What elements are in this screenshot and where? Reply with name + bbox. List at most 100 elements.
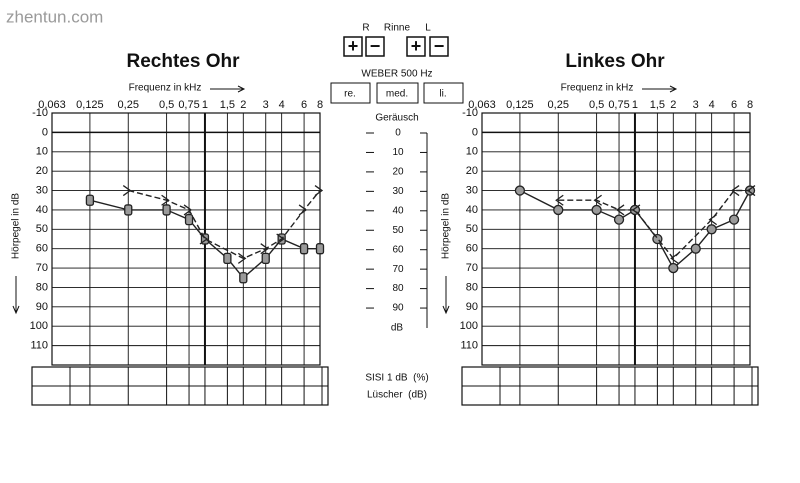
noise-tick-label: 40 (392, 205, 404, 216)
rinne-button[interactable]: + (348, 36, 359, 56)
y-tick-label: 20 (466, 165, 478, 177)
marker (298, 204, 308, 216)
y-axis-arrow (442, 276, 450, 315)
weber-button[interactable]: med. (386, 89, 408, 100)
y-tick-label: 70 (36, 262, 48, 274)
marker (670, 252, 679, 264)
y-axis-arrow (12, 276, 20, 315)
x-tick-label: 0,5 (159, 99, 174, 111)
marker (555, 194, 564, 206)
marker (299, 243, 309, 255)
x-tick-label: 0,125 (506, 99, 534, 111)
y-tick-label: 90 (466, 301, 478, 313)
y-tick-label: -10 (32, 107, 48, 119)
marker (690, 243, 701, 254)
marker (728, 214, 740, 225)
x-tick-label: 0,125 (76, 99, 104, 111)
sisi-label: SISI 1 dB (%) (365, 373, 428, 384)
weber-buttons (330, 82, 464, 104)
x-tick-label: 1 (632, 99, 638, 111)
x-tick-label: 4 (709, 99, 715, 111)
y-tick-label: 100 (460, 320, 478, 332)
x-tick-label: 8 (317, 99, 323, 111)
marker (730, 185, 740, 197)
marker (122, 185, 132, 197)
weber-label: WEBER 500 Hz (361, 69, 432, 80)
y-tick-label: 40 (36, 204, 48, 216)
x-tick-label: 3 (263, 99, 269, 111)
marker (237, 252, 247, 264)
watermark: zhentun.com (6, 7, 103, 26)
marker (631, 204, 641, 216)
plot-frame (481, 112, 751, 366)
marker (613, 214, 625, 225)
x-axis-arrow (210, 85, 246, 93)
marker (315, 243, 325, 255)
y-tick-label: 50 (466, 223, 478, 235)
marker (553, 204, 564, 216)
x-tick-label: 1,5 (220, 99, 235, 111)
marker (260, 243, 269, 255)
chart-title: Rechtes Ohr (127, 51, 241, 72)
y-tick-label: -10 (462, 107, 478, 119)
noise-tick-label: 80 (392, 283, 404, 294)
marker (708, 214, 718, 226)
rinne-button[interactable]: + (411, 36, 422, 56)
marker (223, 252, 232, 265)
marker (706, 224, 717, 235)
x-axis-label: Frequenz in kHz (561, 83, 634, 94)
y-axis-label: Hörpegel in dB (11, 193, 22, 259)
weber-button[interactable]: re. (344, 89, 356, 100)
y-axis-label: Hörpegel in dB (441, 193, 452, 259)
marker (184, 213, 194, 226)
x-tick-label: 0,063 (468, 99, 496, 111)
rinne-buttons (343, 36, 449, 57)
marker (668, 262, 679, 274)
x-tick-label: 0,25 (548, 99, 569, 111)
y-tick-label: 60 (466, 243, 478, 255)
noise-tick-label: 90 (392, 303, 404, 314)
marker (593, 194, 602, 206)
y-tick-label: 110 (460, 340, 478, 352)
x-tick-label: 6 (301, 99, 307, 111)
button-frame (365, 36, 385, 57)
button-frame (343, 36, 363, 57)
x-tick-label: 0,063 (38, 99, 66, 111)
x-tick-label: 0,75 (608, 99, 629, 111)
y-tick-label: 60 (36, 243, 48, 255)
rinne-button[interactable]: − (370, 36, 381, 56)
x-axis-label: Frequenz in kHz (129, 83, 202, 94)
noise-tick-label: 10 (392, 147, 404, 158)
marker (162, 204, 171, 216)
rinne-left: L (425, 23, 431, 34)
weber-button[interactable]: li. (439, 89, 446, 100)
noise-tick-label: 60 (392, 244, 404, 255)
y-tick-label: 20 (36, 165, 48, 177)
y-tick-label: 90 (36, 301, 48, 313)
marker (261, 252, 270, 265)
x-tick-label: 4 (279, 99, 285, 111)
rinne-right: R (362, 23, 369, 34)
x-tick-label: 8 (747, 99, 753, 111)
series-line (128, 189, 321, 260)
y-tick-label: 30 (36, 184, 48, 196)
chart-title: Linkes Ohr (565, 51, 665, 72)
marker (183, 204, 193, 216)
y-tick-label: 70 (466, 262, 478, 274)
marker (746, 185, 756, 197)
y-tick-label: 0 (472, 126, 478, 138)
y-tick-label: 30 (466, 184, 478, 196)
rinne-button[interactable]: − (434, 36, 445, 56)
noise-tick-label: 0 (395, 128, 401, 139)
x-tick-label: 3 (693, 99, 699, 111)
luescher-label: Lüscher (dB) (367, 390, 427, 401)
rinne-label: Rinne (384, 23, 411, 34)
noise-tick-label: 70 (392, 264, 404, 275)
button-frame (376, 82, 419, 104)
marker (591, 204, 602, 216)
x-axis-arrow (642, 85, 678, 93)
marker (85, 194, 95, 206)
x-tick-label: 2 (670, 99, 676, 111)
y-tick-label: 50 (36, 223, 48, 235)
